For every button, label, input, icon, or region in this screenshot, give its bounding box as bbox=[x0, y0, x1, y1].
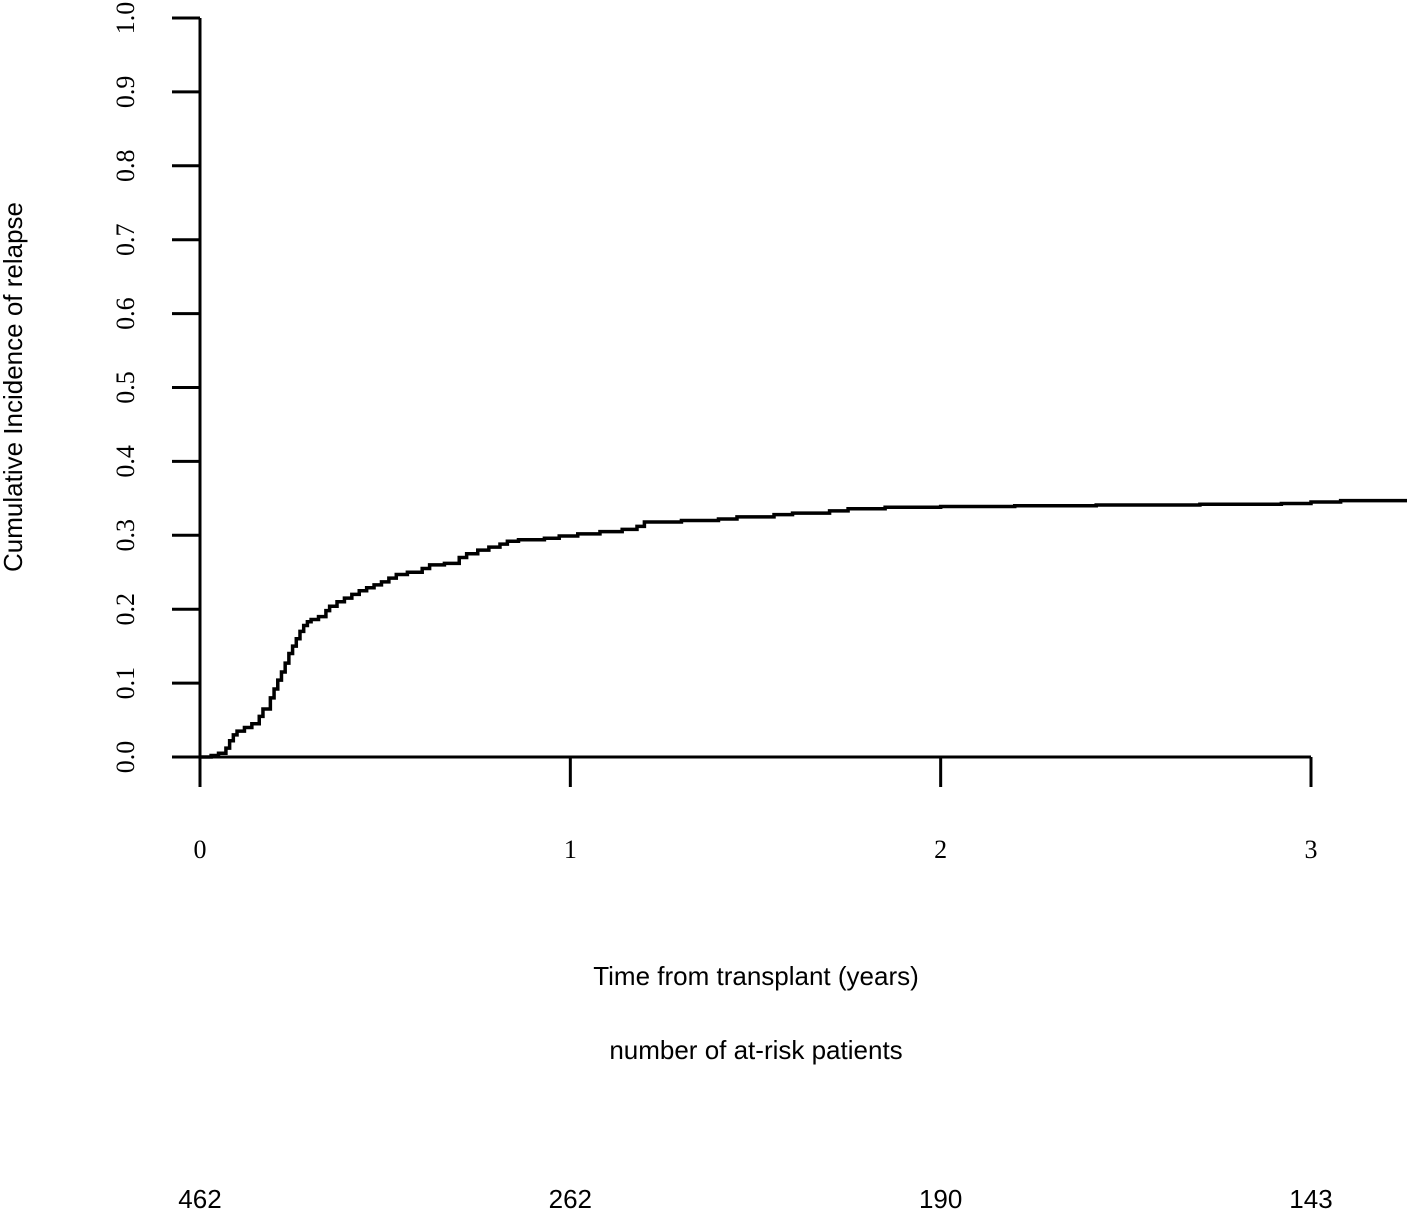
x-axis: 0 1 2 3 bbox=[172, 755, 1318, 864]
at-risk-count: 143 bbox=[1289, 1184, 1332, 1211]
y-tick-label: 0.1 bbox=[111, 667, 140, 700]
at-risk-title: number of at-risk patients bbox=[609, 1035, 902, 1065]
x-tick-label: 1 bbox=[564, 835, 577, 864]
y-tick-label: 1.0 bbox=[111, 2, 140, 35]
at-risk-row: 462 262 190 143 bbox=[178, 1184, 1332, 1211]
y-tick-label: 0.7 bbox=[111, 223, 140, 256]
y-tick-label: 0.8 bbox=[111, 150, 140, 183]
y-tick-label: 0.3 bbox=[111, 519, 140, 552]
series-layer bbox=[200, 498, 1407, 759]
y-axis-title: Cumulative Incidence of relapse bbox=[0, 202, 28, 572]
y-tick-label: 0.6 bbox=[111, 297, 140, 330]
at-risk-count: 190 bbox=[919, 1184, 962, 1211]
y-tick-label: 0.5 bbox=[111, 371, 140, 404]
y-tick-label: 0.9 bbox=[111, 76, 140, 109]
at-risk-count: 462 bbox=[178, 1184, 221, 1211]
y-tick-label: 0.2 bbox=[111, 593, 140, 626]
x-axis-title: Time from transplant (years) bbox=[593, 961, 919, 991]
x-tick-label: 0 bbox=[194, 835, 207, 864]
x-tick-label: 3 bbox=[1305, 835, 1318, 864]
at-risk-count: 262 bbox=[549, 1184, 592, 1211]
y-tick-label: 0.4 bbox=[111, 445, 140, 478]
cumulative-incidence-line bbox=[200, 498, 1407, 759]
x-tick-label: 2 bbox=[934, 835, 947, 864]
y-tick-label: 0.0 bbox=[111, 741, 140, 774]
y-axis: 0.0 0.1 0.2 0.3 0.4 0.5 0.6 0.7 0.8 0.9 1.0 bbox=[111, 2, 202, 774]
